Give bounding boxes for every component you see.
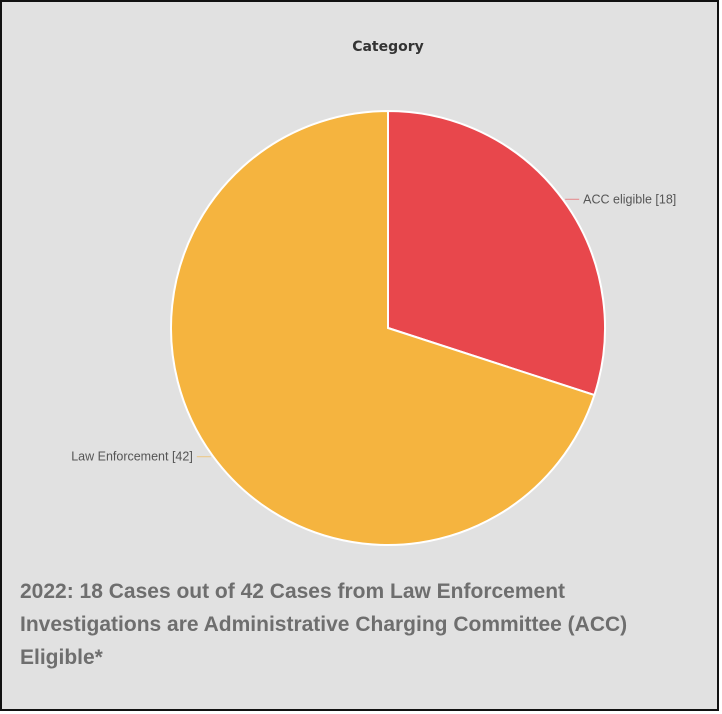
summary-caption: 2022: 18 Cases out of 42 Cases from Law …	[20, 580, 628, 669]
pie-chart: Category ACC eligible [18] Law Enforcemen…	[71, 39, 676, 546]
slice-label: Law Enforcement [42]	[71, 450, 193, 464]
slice-labels: ACC eligible [18] Law Enforcement [42]	[71, 192, 676, 463]
chart-title: Category	[352, 39, 424, 55]
slice-label: ACC eligible [18]	[583, 192, 676, 206]
pie-slices	[170, 109, 606, 546]
pie-slice-acc-eligible	[387, 109, 606, 397]
pie-slice-law-enforcement	[170, 109, 596, 546]
